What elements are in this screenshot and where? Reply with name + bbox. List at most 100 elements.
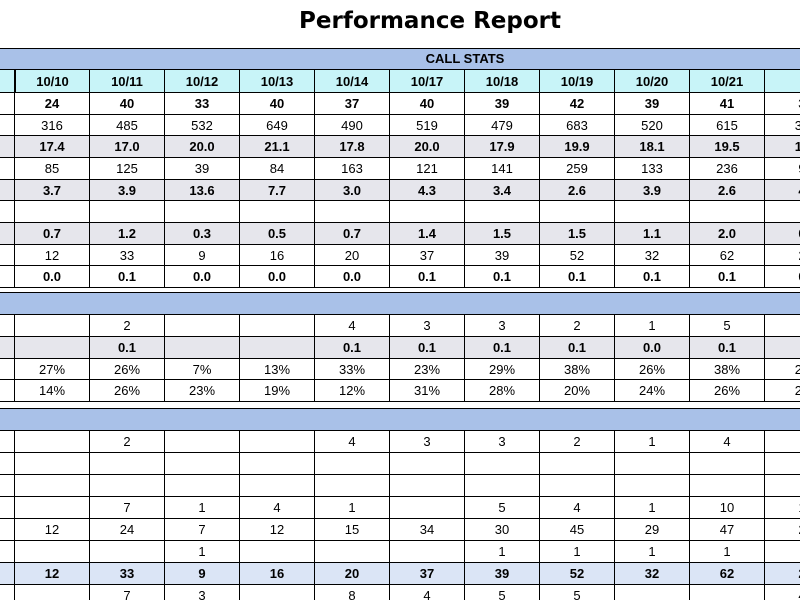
table-cell: 17.4	[15, 136, 90, 158]
table-cell: 26%	[90, 359, 165, 380]
table-cell: 0.1	[90, 337, 165, 359]
table-cell	[765, 315, 800, 337]
table-cell: 649	[240, 115, 315, 136]
table-cell: 2.6	[540, 180, 615, 201]
table-cell: 3.9	[615, 180, 690, 201]
table-cell: 26%	[615, 359, 690, 380]
table-cell: 7.7	[240, 180, 315, 201]
table-cell: 27	[765, 380, 800, 402]
table-cell: 52	[540, 245, 615, 266]
table-cell: 0.1	[540, 337, 615, 359]
table-cell: 0.0	[615, 337, 690, 359]
table-cell: 1	[165, 497, 240, 519]
table-cell: 20	[315, 563, 390, 585]
table-cell: 12	[240, 519, 315, 541]
table-cell: 1	[615, 541, 690, 563]
table-cell: 1	[540, 541, 615, 563]
table-cell: 2	[765, 245, 800, 266]
table-cell: 27%	[15, 359, 90, 380]
table-cell: 236	[690, 158, 765, 180]
table-cell: 12%	[315, 380, 390, 402]
table-cell: 23%	[390, 359, 465, 380]
table-cell: 0	[765, 223, 800, 245]
table-cell	[540, 475, 615, 497]
table-cell	[765, 541, 800, 563]
row-stub-cell	[0, 115, 15, 136]
table-cell: 0.7	[315, 223, 390, 245]
row-stub-cell	[0, 359, 15, 380]
date-header-cell: 10/19	[540, 70, 615, 93]
table-cell: 17.0	[90, 136, 165, 158]
table-cell: 3	[765, 93, 800, 115]
table-cell	[765, 201, 800, 223]
date-header-cell: 10/12	[165, 70, 240, 93]
table-cell: 26%	[90, 380, 165, 402]
table-cell: 4	[240, 497, 315, 519]
row-stub-cell	[0, 223, 15, 245]
table-cell	[15, 497, 90, 519]
table-cell: 0.7	[15, 223, 90, 245]
row-stub-cell	[0, 475, 15, 497]
table-cell: 8	[315, 585, 390, 600]
table-cell: 4	[540, 497, 615, 519]
table-cell: 84	[240, 158, 315, 180]
row-stub-cell	[0, 158, 15, 180]
table-cell	[15, 541, 90, 563]
table-cell: 4	[315, 431, 390, 453]
table-cell: 7	[165, 519, 240, 541]
table-cell: 0.0	[165, 266, 240, 288]
row-stub-cell	[0, 136, 15, 158]
table-cell: 1.2	[90, 223, 165, 245]
table-cell: 5	[465, 497, 540, 519]
table-cell: 38%	[540, 359, 615, 380]
table-cell	[240, 453, 315, 475]
table-cell	[240, 315, 315, 337]
table-cell: 259	[540, 158, 615, 180]
table-cell	[765, 453, 800, 475]
table-cell: 485	[90, 115, 165, 136]
table-cell: 0.5	[240, 223, 315, 245]
table-cell	[165, 315, 240, 337]
table-cell: 1	[690, 541, 765, 563]
table-cell: 21.1	[240, 136, 315, 158]
table-cell: 9	[165, 245, 240, 266]
table-cell: 16	[240, 563, 315, 585]
table-cell	[15, 315, 90, 337]
table-cell: 0.1	[615, 266, 690, 288]
table-cell: 2.6	[690, 180, 765, 201]
table-cell	[240, 431, 315, 453]
row-stub-cell	[0, 93, 15, 115]
table-cell: 1	[165, 541, 240, 563]
table-cell: 26%	[690, 380, 765, 402]
table-cell	[15, 201, 90, 223]
table-cell	[15, 431, 90, 453]
table-cell: 4	[765, 585, 800, 600]
table-cell	[315, 541, 390, 563]
table-cell: 2	[765, 519, 800, 541]
table-cell: 3	[465, 431, 540, 453]
table-cell: 34	[390, 519, 465, 541]
row-stub-cell	[0, 431, 15, 453]
table-cell: 45	[540, 519, 615, 541]
table-cell: 39	[465, 93, 540, 115]
table-cell: 4.3	[390, 180, 465, 201]
row-stub-cell	[0, 201, 15, 223]
table-cell: 0.1	[390, 337, 465, 359]
table-cell: 5	[540, 585, 615, 600]
table-cell: 25	[765, 359, 800, 380]
section-header	[0, 292, 800, 315]
row-stub-cell	[0, 519, 15, 541]
table-cell: 163	[315, 158, 390, 180]
table-cell	[540, 201, 615, 223]
row-stub-cell	[0, 315, 15, 337]
report-title: Performance Report	[299, 8, 561, 34]
table-cell: 0.0	[240, 266, 315, 288]
table-cell: 0.1	[90, 266, 165, 288]
table-cell: 5	[690, 315, 765, 337]
table-cell: 18.1	[615, 136, 690, 158]
table-cell: 683	[540, 115, 615, 136]
section-header: CALL STATS	[0, 48, 800, 70]
table-cell	[615, 453, 690, 475]
table-cell: 2	[90, 315, 165, 337]
